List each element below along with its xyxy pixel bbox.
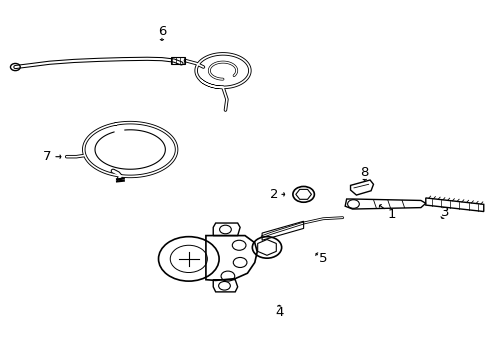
Text: 2: 2 bbox=[270, 188, 279, 201]
Text: 6: 6 bbox=[158, 25, 166, 38]
Text: 1: 1 bbox=[387, 208, 396, 221]
Text: 5: 5 bbox=[319, 252, 327, 265]
Text: 3: 3 bbox=[441, 206, 450, 219]
Text: 7: 7 bbox=[43, 150, 51, 163]
Text: 4: 4 bbox=[275, 306, 283, 319]
Text: 8: 8 bbox=[361, 166, 369, 179]
